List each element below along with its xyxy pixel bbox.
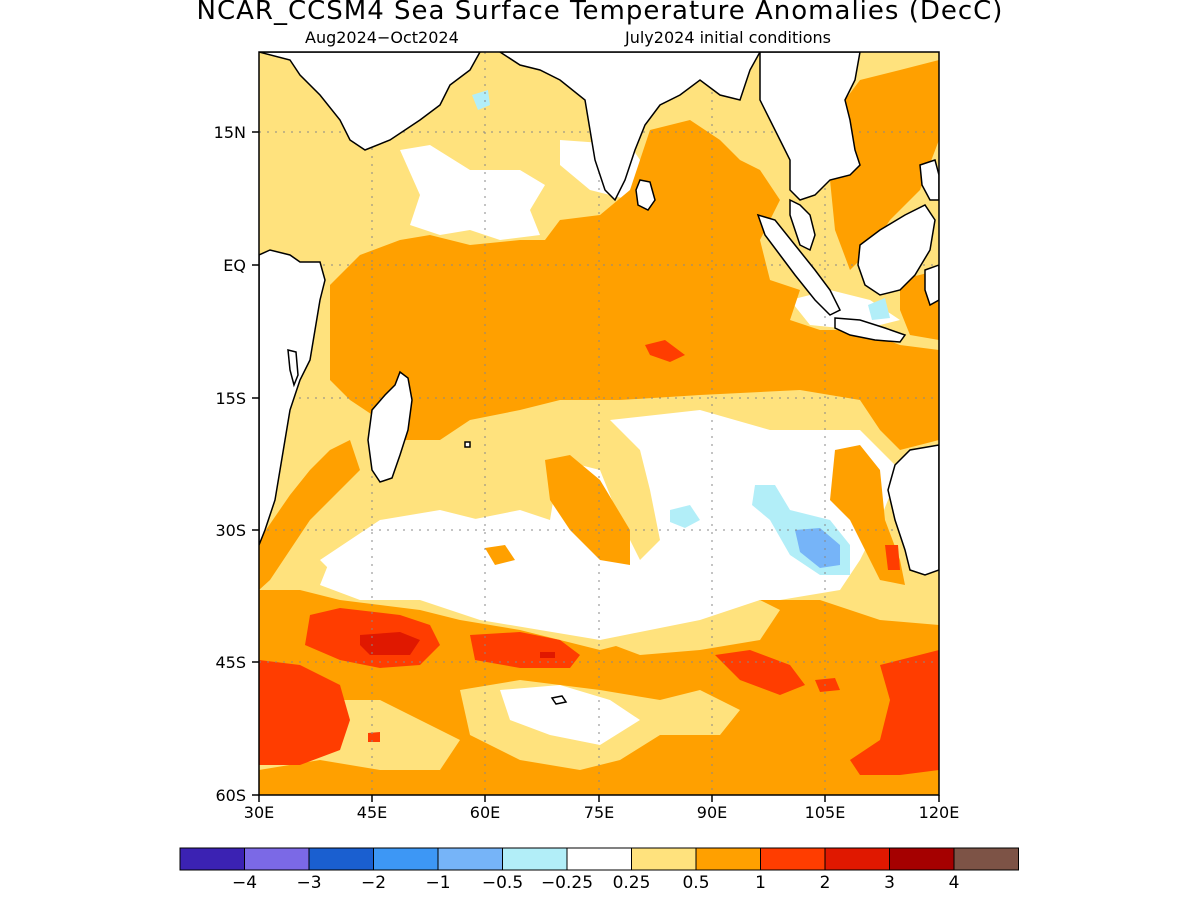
colorbar-swatch xyxy=(631,847,697,871)
colorbar-swatch xyxy=(953,847,1019,871)
colorbar: −4 −3 −2 −1 −0.5 −0.25 0.25 0.5 1 2 3 4 xyxy=(179,847,1019,893)
y-tick-label: 15S xyxy=(215,389,246,408)
colorbar-swatch xyxy=(695,847,761,871)
x-tick-label: 45E xyxy=(357,803,387,822)
land-java xyxy=(834,317,907,343)
x-tick-label: 120E xyxy=(919,803,960,822)
land-india xyxy=(498,52,761,202)
y-tick-label: 15N xyxy=(214,123,246,142)
white-region-southwest xyxy=(320,510,480,580)
map-title: NCAR_CCSM4 Sea Surface Temperature Anoma… xyxy=(196,0,1004,26)
colorbar-swatch xyxy=(760,847,826,871)
colorbar-label: 3 xyxy=(884,873,895,893)
red-region-6 xyxy=(645,340,685,362)
colorbar-swatch xyxy=(502,847,568,871)
colorbar-swatch xyxy=(308,847,374,871)
colorbar-label: −0.5 xyxy=(482,873,523,893)
colorbar-label: 2 xyxy=(820,873,831,893)
red-region-9 xyxy=(368,732,380,742)
colorbar-label: −3 xyxy=(296,873,321,893)
x-tick-label: 30E xyxy=(244,803,274,822)
colorbar-label: 0.5 xyxy=(682,873,709,893)
colorbar-swatch xyxy=(373,847,439,871)
land-africa xyxy=(259,249,326,546)
red-region-4 xyxy=(715,650,805,695)
colorbar-label: 1 xyxy=(755,873,766,893)
land-borneo xyxy=(857,204,936,296)
colorbar-label: 4 xyxy=(949,873,960,893)
light-blue-region-2 xyxy=(670,505,700,528)
red-region-7 xyxy=(885,545,900,570)
colorbar-swatch xyxy=(566,847,632,871)
orange-region-main xyxy=(330,120,939,450)
dark-red-region-2 xyxy=(540,652,555,658)
colorbar-swatch xyxy=(179,847,245,871)
forecast-period: Aug2024−Oct2024 xyxy=(305,28,459,47)
yellow-patch-south-3 xyxy=(600,600,780,655)
blue-region-1 xyxy=(795,528,840,568)
land-sulawesi xyxy=(924,264,939,307)
coastlines xyxy=(259,52,939,705)
colorbar-swatch xyxy=(824,847,890,871)
land-arabia xyxy=(259,52,481,151)
colorbar-label: −0.25 xyxy=(541,873,593,893)
land-australia xyxy=(887,444,939,576)
land-kerguelen xyxy=(550,695,568,705)
light-blue-region-5 xyxy=(472,90,490,110)
y-tick-label: 45S xyxy=(215,653,246,672)
white-region-arabian-sea xyxy=(400,145,545,240)
y-tick-label: 60S xyxy=(215,786,246,805)
red-region-3 xyxy=(259,660,350,765)
x-tick-label: 105E xyxy=(805,803,846,822)
land-mauritius xyxy=(464,441,471,448)
y-tick-label: 30S xyxy=(215,521,246,540)
colorbar-label: −1 xyxy=(425,873,450,893)
x-tick-label: 75E xyxy=(584,803,614,822)
orange-region-southwest-coast xyxy=(259,440,360,590)
initial-conditions: July2024 initial conditions xyxy=(625,28,831,47)
anomaly-field xyxy=(259,52,939,795)
colorbar-label: −2 xyxy=(361,873,386,893)
colorbar-swatch xyxy=(437,847,503,871)
orange-region-central-south xyxy=(545,455,630,565)
orange-region-small xyxy=(485,545,515,565)
red-region-5 xyxy=(850,650,939,775)
white-patch-south-4 xyxy=(500,685,640,745)
orange-region-south-china-sea xyxy=(830,60,939,270)
colorbar-swatch xyxy=(244,847,310,871)
red-region-8 xyxy=(815,678,840,692)
colorbar-label: 0.25 xyxy=(613,873,651,893)
light-blue-region-6 xyxy=(868,298,890,320)
y-tick-label: EQ xyxy=(223,256,246,275)
land-sri-lanka xyxy=(635,179,656,211)
x-tick-label: 90E xyxy=(697,803,727,822)
land-somalia-coast xyxy=(287,349,299,388)
colorbar-swatch xyxy=(889,847,955,871)
land-indochina xyxy=(759,52,861,201)
land-malay-peninsula xyxy=(789,198,816,252)
y-axis xyxy=(252,131,259,796)
red-region-2 xyxy=(470,632,580,668)
land-madagascar xyxy=(367,370,413,483)
land-east-islands xyxy=(919,159,939,201)
dark-red-region-1 xyxy=(360,632,420,655)
x-axis xyxy=(258,795,940,802)
colorbar-label: −4 xyxy=(232,873,257,893)
x-tick-label: 60E xyxy=(470,803,500,822)
land-sumatra xyxy=(756,213,842,316)
